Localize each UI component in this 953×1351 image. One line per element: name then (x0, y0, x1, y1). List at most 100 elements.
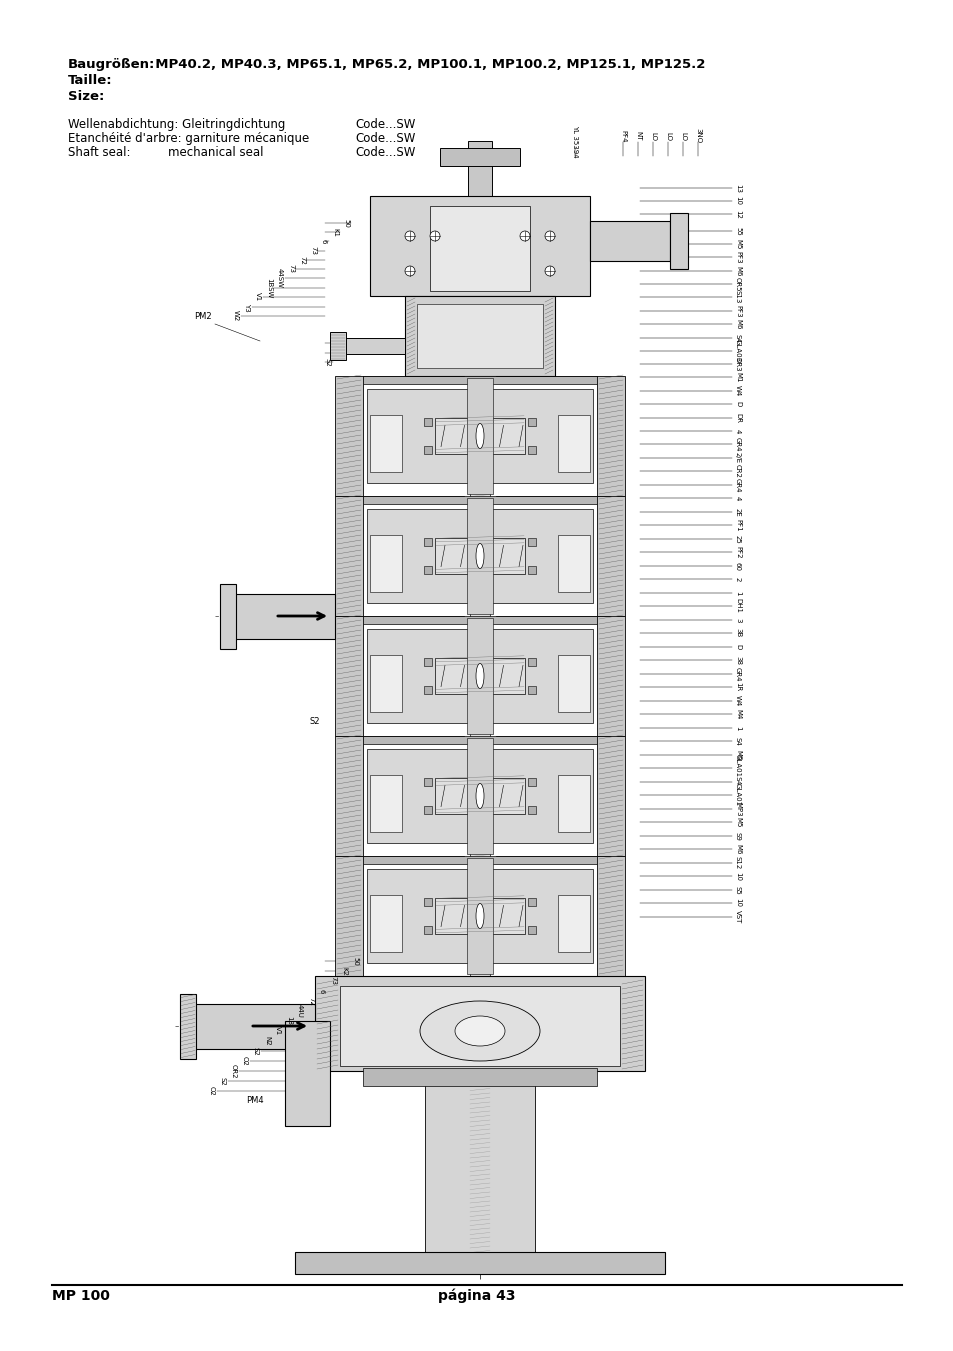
Bar (435, 778, 524, 813)
Bar (363, 857, 597, 865)
Bar (467, 738, 493, 854)
Text: Size:: Size: (68, 91, 104, 103)
Bar (335, 736, 363, 857)
Bar (527, 419, 536, 426)
Text: DR: DR (734, 413, 740, 423)
Text: 73: 73 (330, 977, 335, 985)
Bar (370, 535, 401, 592)
Bar (435, 658, 524, 694)
Text: 3B: 3B (734, 628, 740, 638)
Text: N2: N2 (264, 1036, 270, 1046)
Text: GR4: GR4 (734, 667, 740, 681)
Text: OR2: OR2 (231, 1063, 236, 1078)
Bar (527, 898, 536, 907)
Text: S13: S13 (734, 290, 740, 304)
Text: S9: S9 (734, 832, 740, 840)
Bar (597, 496, 624, 616)
Bar (435, 419, 524, 454)
Text: S2: S2 (220, 1077, 226, 1085)
Text: Y3: Y3 (244, 303, 250, 311)
Bar (527, 658, 536, 666)
Text: GLA03: GLA03 (734, 339, 740, 362)
Bar (558, 415, 589, 471)
Bar (467, 858, 493, 974)
Text: 1: 1 (734, 725, 740, 731)
Circle shape (430, 231, 439, 240)
Text: 50: 50 (343, 219, 349, 227)
Text: M5: M5 (734, 817, 740, 827)
Circle shape (405, 266, 415, 276)
Text: M6: M6 (734, 266, 740, 276)
Bar (335, 496, 363, 616)
Text: M6: M6 (734, 750, 740, 761)
Circle shape (405, 231, 415, 240)
Text: Taille:: Taille: (68, 74, 112, 86)
Text: NT: NT (635, 131, 640, 141)
Bar (423, 686, 432, 694)
Text: página 43: página 43 (437, 1289, 516, 1302)
Text: 1: 1 (734, 590, 740, 596)
Text: PF4: PF4 (619, 130, 625, 142)
Bar (423, 566, 432, 574)
Bar (527, 538, 536, 546)
Text: S2: S2 (347, 339, 353, 347)
Bar (439, 149, 519, 166)
Bar (468, 141, 492, 196)
Text: S2: S2 (309, 716, 319, 725)
Text: D: D (734, 401, 740, 407)
Ellipse shape (476, 904, 483, 928)
Bar (180, 993, 195, 1058)
Text: Code...SW: Code...SW (355, 118, 415, 131)
Ellipse shape (455, 1016, 504, 1046)
Bar (597, 376, 624, 496)
Circle shape (519, 231, 530, 240)
Text: PM2: PM2 (194, 312, 212, 322)
Text: S4: S4 (734, 334, 740, 342)
Text: 6: 6 (318, 989, 325, 993)
Text: 4: 4 (734, 780, 740, 784)
Text: 73: 73 (288, 265, 294, 273)
Bar (467, 378, 493, 494)
Text: S5: S5 (734, 886, 740, 894)
Text: M5: M5 (734, 239, 740, 249)
Text: 6: 6 (320, 239, 327, 243)
Text: Code...SW: Code...SW (355, 132, 415, 145)
Text: 12: 12 (734, 209, 740, 219)
Bar (363, 616, 597, 624)
Bar (527, 446, 536, 454)
Text: S2: S2 (325, 358, 331, 366)
Bar (367, 869, 593, 963)
Bar (363, 736, 597, 744)
Bar (467, 499, 493, 613)
Bar (370, 775, 401, 832)
Bar (367, 509, 593, 603)
Text: PF3: PF3 (734, 251, 740, 263)
Bar (405, 296, 555, 376)
Text: W2: W2 (335, 347, 341, 358)
Text: PF3: PF3 (734, 305, 740, 317)
Ellipse shape (476, 663, 483, 689)
Text: VST: VST (734, 911, 740, 924)
Text: PM4: PM4 (246, 1096, 264, 1105)
Text: Code...SW: Code...SW (355, 146, 415, 159)
Bar (335, 857, 363, 975)
Bar (467, 617, 493, 734)
Text: W4: W4 (734, 696, 740, 707)
Bar (597, 616, 624, 736)
Text: GR4: GR4 (734, 436, 740, 451)
Text: 73: 73 (310, 246, 315, 255)
Bar (423, 446, 432, 454)
Text: 44U: 44U (296, 1004, 303, 1017)
Text: 4: 4 (734, 496, 740, 500)
Text: S12: S12 (734, 857, 740, 870)
Bar (423, 778, 432, 786)
Text: 10: 10 (734, 898, 740, 908)
Bar (669, 213, 687, 269)
Text: K1: K1 (332, 227, 337, 236)
Bar (423, 805, 432, 813)
Bar (335, 376, 363, 496)
Circle shape (544, 231, 555, 240)
Text: LO: LO (664, 131, 670, 141)
Bar (424, 1081, 535, 1274)
Bar (423, 419, 432, 426)
